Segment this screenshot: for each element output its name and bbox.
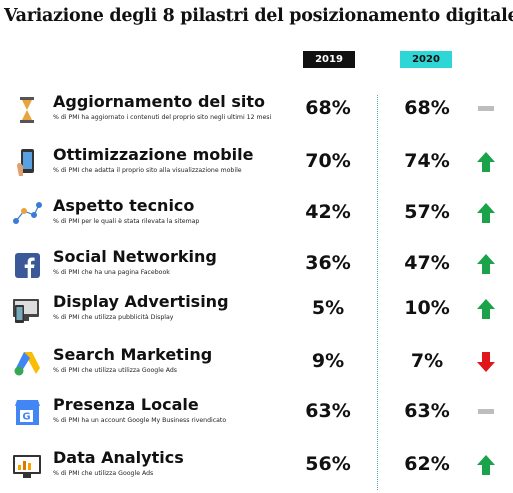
- row: Aspetto tecnico % di PMI per le quali è s…: [0, 193, 513, 239]
- value: 47%: [404, 252, 450, 274]
- row-title: Social Networking: [53, 247, 217, 266]
- row-subtitle: % di PMI che utilizza pubblicità Display: [53, 314, 174, 321]
- row-subtitle: % di PMI che utilizza utilizza Google Ad…: [53, 367, 177, 374]
- row-subtitle: % di PMI che adatta il proprio sito alla…: [53, 167, 242, 174]
- row-icon: [13, 455, 41, 478]
- row: Aggiornamento del sito % di PMI ha aggior…: [0, 89, 513, 135]
- value: 10%: [404, 297, 450, 319]
- trend-up: [477, 455, 495, 475]
- row-icon: [20, 97, 34, 123]
- row: Display Advertising % di PMI che utilizza…: [0, 289, 513, 335]
- row-icon: [17, 149, 34, 176]
- value: 7%: [410, 350, 444, 372]
- value: 9%: [311, 350, 345, 372]
- row-icon: G: [15, 400, 40, 425]
- value: 68%: [404, 97, 450, 119]
- divider: [377, 95, 378, 490]
- trend-down: [477, 352, 495, 372]
- svg-text:G: G: [22, 412, 30, 423]
- row-title: Display Advertising: [53, 292, 229, 311]
- row: Social Networking % di PMI che ha una pag…: [0, 244, 513, 290]
- title: Variazione degli 8 pilastri del posizion…: [4, 6, 513, 26]
- trend-flat: [478, 106, 494, 111]
- trend-up: [477, 152, 495, 172]
- value: 5%: [311, 297, 345, 319]
- value: 63%: [305, 400, 351, 422]
- row-title: Presenza Locale: [53, 395, 199, 414]
- row-title: Data Analytics: [53, 448, 184, 467]
- row-icon: [15, 253, 40, 278]
- value: 57%: [404, 201, 450, 223]
- value: 63%: [404, 400, 450, 422]
- row: G Presenza Locale % di PMI ha un account G…: [0, 392, 513, 438]
- value: 42%: [305, 201, 351, 223]
- value: 74%: [404, 150, 450, 172]
- row-icon: [13, 299, 39, 323]
- trend-up: [477, 254, 495, 274]
- row-title: Ottimizzazione mobile: [53, 145, 254, 164]
- row-title: Aggiornamento del sito: [53, 92, 265, 111]
- row: Ottimizzazione mobile % di PMI che adatta…: [0, 142, 513, 188]
- value: 36%: [305, 252, 351, 274]
- value: 68%: [305, 97, 351, 119]
- year-badge: 2020: [400, 51, 452, 68]
- row-title: Aspetto tecnico: [53, 196, 195, 215]
- trend-up: [477, 203, 495, 223]
- trend-flat: [478, 409, 494, 414]
- row: Data Analytics % di PMI che utilizza Goog…: [0, 445, 513, 491]
- year-badge: 2019: [303, 51, 355, 68]
- trend-up: [477, 299, 495, 319]
- row-subtitle: % di PMI ha un account Google My Busines…: [53, 417, 227, 424]
- row: Search Marketing % di PMI che utilizza ut…: [0, 342, 513, 388]
- value: 56%: [305, 453, 351, 475]
- row-icon: [13, 202, 42, 224]
- value: 62%: [404, 453, 450, 475]
- row-subtitle: % di PMI per le quali è stata rilevata l…: [53, 218, 200, 225]
- row-title: Search Marketing: [53, 345, 213, 364]
- row-subtitle: % di PMI ha aggiornato i contenuti del p…: [53, 114, 272, 121]
- row-subtitle: % di PMI che utilizza Google Ads: [53, 470, 154, 477]
- value: 70%: [305, 150, 351, 172]
- row-subtitle: % di PMI che ha una pagina Facebook: [53, 269, 170, 276]
- row-icon: [14, 352, 40, 376]
